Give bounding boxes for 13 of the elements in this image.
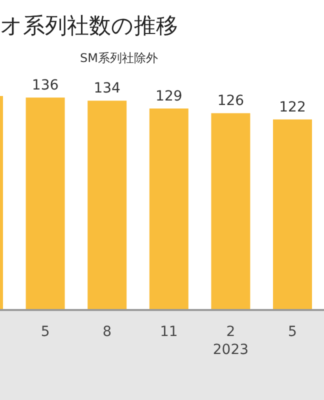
x-tick-label: 11 [160, 324, 178, 340]
x-tick-label: 8 [102, 324, 112, 340]
data-label: 134 [94, 80, 121, 97]
x-tick-label: 5 [288, 324, 297, 340]
chart-subtitle: SM系列社除外 [80, 51, 158, 65]
data-label: 126 [217, 93, 244, 110]
data-label: 129 [156, 88, 182, 104]
text: 2023 [212, 342, 249, 358]
data-label: 122 [279, 99, 306, 116]
chart-title: オ系列社数の推移 [0, 14, 178, 39]
x-tick-label: 5 [40, 324, 50, 340]
x-tick-label: 2 [226, 324, 236, 340]
data-label: 136 [32, 78, 59, 94]
